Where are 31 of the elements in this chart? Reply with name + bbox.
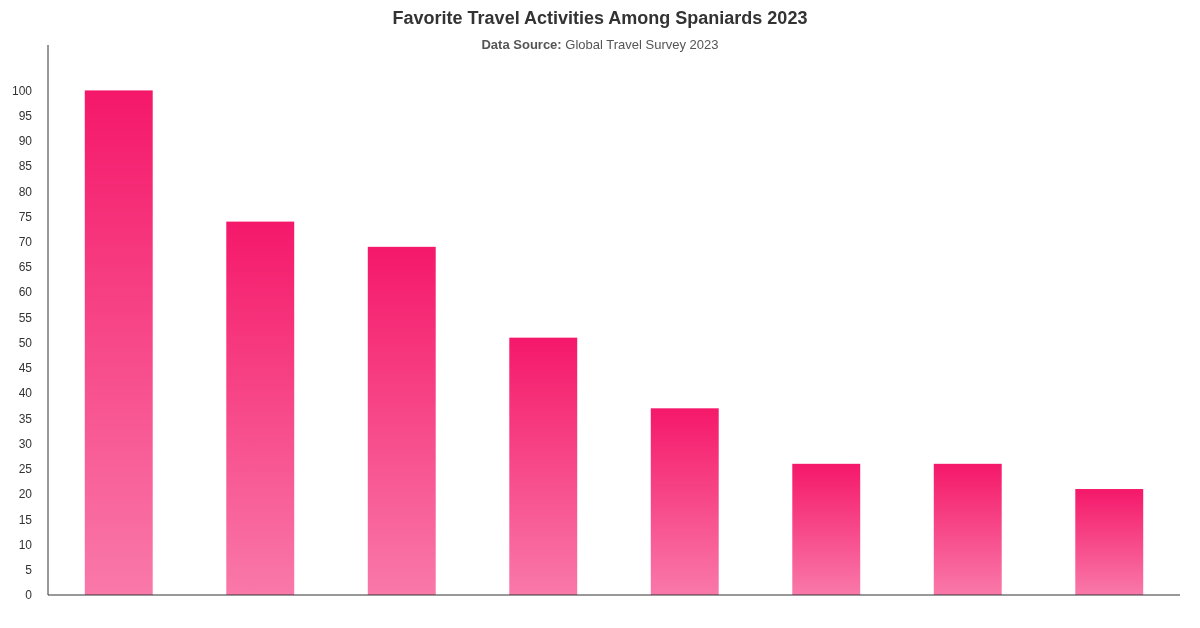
y-tick-label: 95 <box>18 108 33 123</box>
chart-subtitle: Data Source: Global Travel Survey 2023 <box>481 37 719 52</box>
y-tick-label: 40 <box>18 386 33 401</box>
bar <box>226 221 295 595</box>
bar <box>84 90 153 595</box>
bar <box>367 246 436 595</box>
bar <box>933 463 1002 595</box>
y-tick-label: 35 <box>18 411 33 426</box>
y-tick-label: 65 <box>18 260 33 275</box>
bar <box>509 337 578 595</box>
y-tick-label: 15 <box>18 512 33 527</box>
y-tick-label: 10 <box>18 537 33 552</box>
y-tick-label: 5 <box>25 562 33 577</box>
y-tick-label: 80 <box>18 184 33 199</box>
y-tick-label: 90 <box>18 134 33 149</box>
y-tick-label: 85 <box>18 159 33 174</box>
y-tick-label: 100 <box>11 83 33 98</box>
y-tick-label: 25 <box>18 462 33 477</box>
y-tick-label: 55 <box>18 310 33 325</box>
y-tick-label: 45 <box>18 361 33 376</box>
y-tick-label: 75 <box>18 209 33 224</box>
y-tick-label: 0 <box>25 588 33 603</box>
chart-title: Favorite Travel Activities Among Spaniards 2023 <box>392 8 808 28</box>
bar <box>792 463 861 595</box>
bar <box>650 408 719 595</box>
y-tick-label: 70 <box>18 234 33 249</box>
y-tick-label: 30 <box>18 436 33 451</box>
y-tick-label: 50 <box>18 335 33 350</box>
y-tick-label: 60 <box>18 285 33 300</box>
y-tick-label: 20 <box>18 487 33 502</box>
bar <box>1075 489 1144 595</box>
